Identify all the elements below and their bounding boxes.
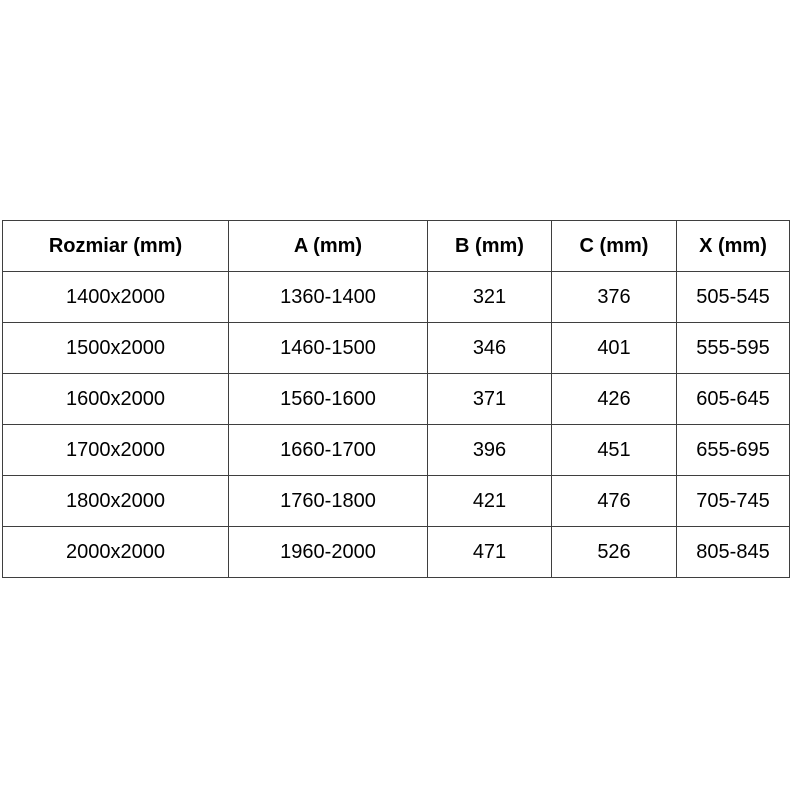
cell-rozmiar: 1500x2000: [2, 322, 229, 374]
cell-b: 471: [427, 526, 552, 578]
cell-rozmiar: 1400x2000: [2, 271, 229, 323]
cell-x: 555-595: [676, 322, 790, 374]
cell-c: 401: [551, 322, 677, 374]
cell-b: 321: [427, 271, 552, 323]
column-header-a: A (mm): [228, 220, 428, 272]
cell-b: 396: [427, 424, 552, 476]
cell-a: 1460-1500: [228, 322, 428, 374]
table-row: 2000x2000 1960-2000 471 526 805-845: [2, 526, 790, 578]
cell-c: 426: [551, 373, 677, 425]
cell-c: 451: [551, 424, 677, 476]
cell-x: 605-645: [676, 373, 790, 425]
cell-a: 1960-2000: [228, 526, 428, 578]
table-row: 1800x2000 1760-1800 421 476 705-745: [2, 475, 790, 527]
cell-x: 655-695: [676, 424, 790, 476]
cell-x: 805-845: [676, 526, 790, 578]
table-row: 1700x2000 1660-1700 396 451 655-695: [2, 424, 790, 476]
table-row: 1500x2000 1460-1500 346 401 555-595: [2, 322, 790, 374]
cell-c: 376: [551, 271, 677, 323]
cell-b: 421: [427, 475, 552, 527]
column-header-b: B (mm): [427, 220, 552, 272]
cell-x: 505-545: [676, 271, 790, 323]
cell-a: 1360-1400: [228, 271, 428, 323]
cell-rozmiar: 1600x2000: [2, 373, 229, 425]
cell-x: 705-745: [676, 475, 790, 527]
cell-c: 526: [551, 526, 677, 578]
table-row: 1600x2000 1560-1600 371 426 605-645: [2, 373, 790, 425]
column-header-x: X (mm): [676, 220, 790, 272]
table-row: 1400x2000 1360-1400 321 376 505-545: [2, 271, 790, 323]
header-row: Rozmiar (mm) A (mm) B (mm) C (mm) X (mm): [2, 220, 790, 272]
cell-rozmiar: 1700x2000: [2, 424, 229, 476]
cell-rozmiar: 1800x2000: [2, 475, 229, 527]
cell-rozmiar: 2000x2000: [2, 526, 229, 578]
cell-b: 346: [427, 322, 552, 374]
column-header-rozmiar: Rozmiar (mm): [2, 220, 229, 272]
cell-b: 371: [427, 373, 552, 425]
cell-a: 1560-1600: [228, 373, 428, 425]
size-spec-table: Rozmiar (mm) A (mm) B (mm) C (mm) X (mm)…: [2, 220, 790, 578]
column-header-c: C (mm): [551, 220, 677, 272]
cell-a: 1760-1800: [228, 475, 428, 527]
cell-c: 476: [551, 475, 677, 527]
cell-a: 1660-1700: [228, 424, 428, 476]
